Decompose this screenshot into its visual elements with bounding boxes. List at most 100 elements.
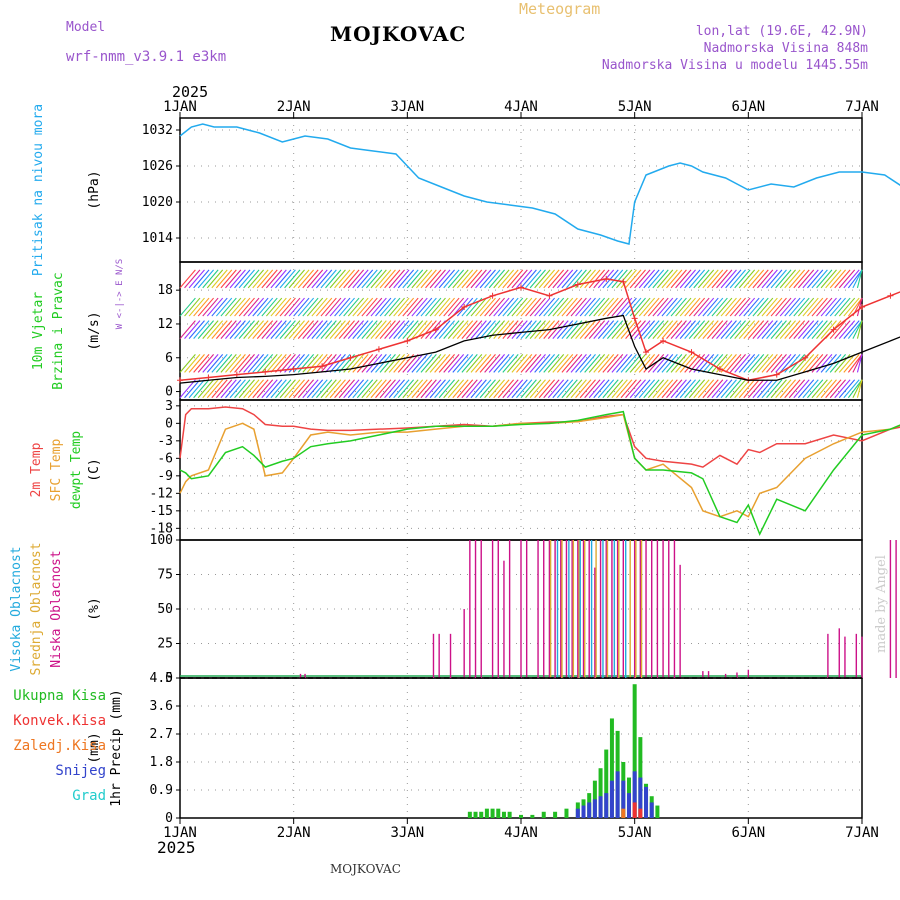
wind-barb [843,320,860,339]
wind-barb [211,320,228,339]
wind-barb [479,320,496,339]
y-tick-label: 50 [157,602,173,617]
wind-gust-marker [620,278,627,285]
wind-barb [529,269,546,289]
wind-barb [315,354,333,373]
wind-barb [525,379,542,399]
wind-barb [652,269,669,289]
wind-barb [652,297,669,317]
wind-barb [497,269,515,289]
wind-barb [329,354,346,373]
wind-barb [716,354,733,373]
wind-barb [211,269,228,289]
wind-barb [256,354,274,373]
wind-barb [757,379,774,399]
wind-barb [679,297,696,317]
wind-barb [825,297,842,317]
wind-barb [447,354,465,373]
wind-barb [234,379,251,399]
y-tick-label: 0 [165,811,173,826]
wind-barb [597,297,615,317]
y-tick-label: 1014 [142,231,173,246]
wind-barb [611,269,628,289]
wind-barb [570,269,587,289]
wind-barb [329,297,346,317]
wind-barb [566,297,583,317]
wind-barb [584,320,601,339]
mid-cloud-axis-title: Srednja Oblacnost [29,542,44,675]
wind-barb [552,379,569,399]
wind-barb [279,379,296,399]
wind-barb [566,354,583,373]
wind-barb [393,379,410,399]
wind-barb [306,269,324,289]
wind-barb [611,297,628,317]
wind-barb [429,354,446,373]
wind-barb [534,379,551,399]
wind-barb [834,320,851,339]
wind-barb [579,269,596,289]
wind-barb [788,320,806,339]
wind-barb [475,320,492,339]
wind-barb [438,297,455,317]
wind-barb [838,354,856,373]
wind-barb [620,297,637,317]
wind-barb [738,297,756,317]
wind-barb [206,269,224,289]
wind-barb [506,297,524,317]
wind-barb [534,297,551,317]
panel-unit: (m/s) [87,311,102,350]
wind-barb [561,379,578,399]
wind-barb [556,354,574,373]
wind-barb [684,269,701,289]
wind-barb [843,379,860,399]
wind-barb [793,320,810,339]
wind-barb [420,269,437,289]
wind-barb [252,354,269,373]
x-tick-label-top: 7JAN [845,99,879,115]
wind-barb [679,354,696,373]
wind-barb [288,297,305,317]
wind-barb [243,379,260,399]
wind-speed-line [179,314,900,384]
wind-barb [206,320,224,339]
wind-barb [302,379,319,399]
pressure-axis-title: Pritisak na nivou mora [31,104,46,276]
wind-barb [302,354,319,373]
wind-barb [757,354,774,373]
wind-barb [770,269,787,289]
wind-gust-marker [461,304,468,311]
wind-barb [238,269,255,289]
wind-barb [338,297,355,317]
wind-barb [484,320,501,339]
wind-barb [529,297,546,317]
wind-barb [516,320,533,339]
wind-barb [570,379,587,399]
wind-barb [425,354,442,373]
wind-barb [402,297,419,317]
wind-barb [202,269,219,289]
wind-barb [802,320,819,339]
wind-barb [747,354,765,373]
wind-barb [297,269,315,289]
wind-barb [743,354,760,373]
y-tick-label: 1026 [142,159,173,174]
wind-barb [452,320,469,339]
wind-barb [734,269,751,289]
wind-barb [461,354,478,373]
wind-gust-marker [347,354,354,361]
wind-barb [384,297,401,317]
wind-gust-marker [546,292,553,299]
wind-barb [188,320,205,339]
wind-barb [675,269,692,289]
y-tick-label: 12 [157,317,173,332]
wind-barb [625,379,642,399]
wind-barb [179,354,196,373]
wind-barb [247,297,265,317]
wind-barb [425,297,442,317]
wind-barb [466,379,483,399]
wind-barb [847,269,863,289]
wind-barb [606,320,624,339]
wind-barb [320,269,337,289]
wind-barb [434,297,451,317]
